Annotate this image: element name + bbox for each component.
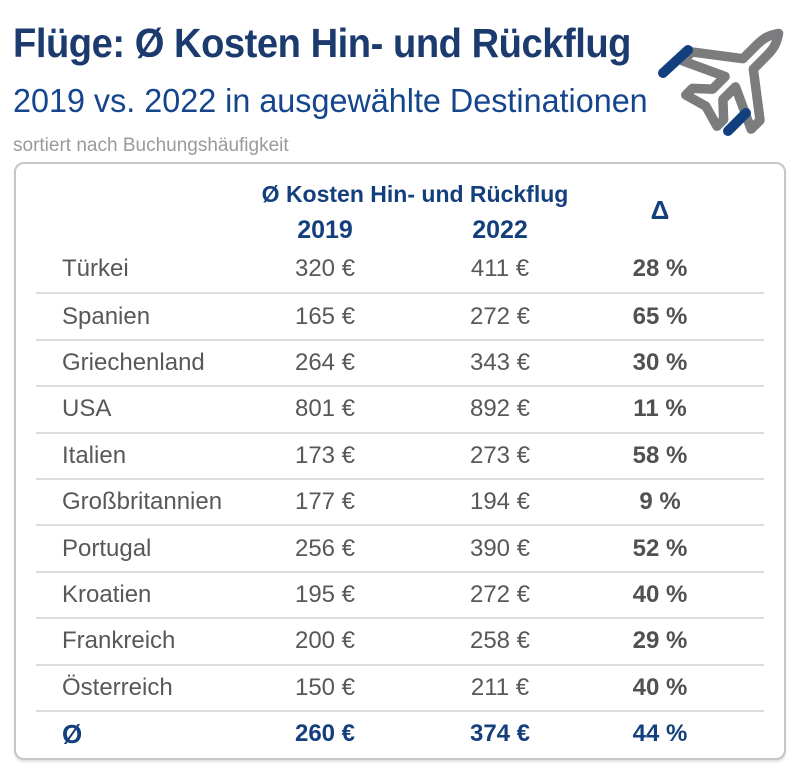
cost-table: Ø Kosten Hin- und Rückflug 2019 2022 Δ T… bbox=[14, 162, 786, 760]
average-row: Ø 260 € 374 € 44 % bbox=[36, 709, 764, 756]
delta-cell: 9 % bbox=[639, 488, 681, 516]
cost-2022-cell: 194 € bbox=[469, 488, 531, 516]
table-row: Italien 173 € 273 € 58 % bbox=[36, 431, 764, 478]
delta-cell: 44 % bbox=[632, 720, 688, 748]
speed-dash-icon bbox=[658, 45, 693, 78]
delta-column-header: Δ bbox=[650, 194, 670, 225]
delta-cell: 58 % bbox=[632, 441, 688, 469]
table-row: Frankreich 200 € 258 € 29 % bbox=[36, 617, 764, 663]
table-row: Österreich 150 € 211 € 40 % bbox=[36, 663, 764, 710]
cost-2022-cell: 272 € bbox=[469, 302, 531, 330]
delta-cell: 11 % bbox=[633, 395, 687, 423]
speed-dash-icon bbox=[723, 108, 751, 136]
destination-cell: Großbritannien bbox=[62, 488, 223, 516]
table-row: Großbritannien 177 € 194 € 9 % bbox=[36, 477, 764, 524]
delta-cell: 30 % bbox=[632, 348, 688, 376]
cost-2022-cell: 411 € bbox=[470, 255, 530, 283]
destination-cell: Griechenland bbox=[62, 348, 205, 376]
cost-2019-cell: 200 € bbox=[294, 627, 356, 655]
delta-cell: 65 % bbox=[632, 302, 688, 330]
delta-cell: 52 % bbox=[632, 534, 688, 562]
delta-cell: 40 % bbox=[632, 673, 688, 701]
cost-2022-cell: 892 € bbox=[469, 395, 531, 423]
table-header: Ø Kosten Hin- und Rückflug 2019 2022 Δ bbox=[36, 164, 764, 246]
cost-2022-cell: 390 € bbox=[469, 534, 531, 562]
cost-2022-cell: 343 € bbox=[469, 348, 531, 376]
cost-2022-cell: 211 € bbox=[470, 673, 530, 701]
destination-cell: Spanien bbox=[62, 302, 151, 330]
cost-2019-cell: 256 € bbox=[294, 534, 356, 562]
page-title: Flüge: Ø Kosten Hin- und Rückflug bbox=[13, 20, 631, 66]
destination-cell: Italien bbox=[62, 441, 127, 469]
cost-2019-cell: 801 € bbox=[294, 395, 356, 423]
destination-cell: Ø bbox=[62, 718, 83, 749]
cost-2019-cell: 173 € bbox=[294, 441, 356, 469]
destination-cell: Portugal bbox=[62, 534, 152, 562]
delta-cell: 29 % bbox=[632, 627, 688, 655]
table-body: Türkei 320 € 411 € 28 % Spanien 165 € 272 € 65 … bbox=[16, 246, 784, 756]
cost-2022-cell: 258 € bbox=[469, 627, 531, 655]
cost-2019-cell: 150 € bbox=[294, 673, 356, 701]
column-header-2022: 2022 bbox=[472, 215, 528, 244]
cost-2019-cell: 320 € bbox=[294, 255, 356, 283]
table-row: Portugal 256 € 390 € 52 % bbox=[36, 524, 764, 570]
cost-2019-cell: 177 € bbox=[294, 488, 356, 516]
column-header-2019: 2019 bbox=[297, 215, 353, 244]
table-row: Kroatien 195 € 272 € 40 % bbox=[36, 570, 764, 617]
destination-cell: USA bbox=[62, 395, 112, 423]
destination-cell: Kroatien bbox=[62, 580, 152, 608]
delta-cell: 40 % bbox=[632, 580, 688, 608]
cost-2019-cell: 260 € bbox=[294, 720, 356, 748]
destination-cell: Frankreich bbox=[62, 627, 176, 655]
sort-note: sortiert nach Buchungshäufigkeit bbox=[13, 135, 289, 157]
column-group-header: Ø Kosten Hin- und Rückflug bbox=[261, 180, 569, 207]
destination-cell: Türkei bbox=[62, 255, 129, 283]
table-row: Griechenland 264 € 343 € 30 % bbox=[36, 338, 764, 385]
page-subtitle: 2019 vs. 2022 in ausgewählte Destination… bbox=[13, 81, 648, 119]
destination-cell: Österreich bbox=[62, 673, 173, 701]
table-row: USA 801 € 892 € 11 % bbox=[36, 385, 764, 431]
cost-2019-cell: 165 € bbox=[294, 302, 356, 330]
table-row: Türkei 320 € 411 € 28 % bbox=[36, 246, 764, 292]
cost-2022-cell: 273 € bbox=[469, 441, 531, 469]
cost-2019-cell: 264 € bbox=[294, 348, 356, 376]
airplane-icon bbox=[625, 5, 800, 155]
cost-2022-cell: 374 € bbox=[469, 720, 531, 748]
header: Flüge: Ø Kosten Hin- und Rückflug 2019 v… bbox=[0, 0, 800, 157]
cost-2019-cell: 195 € bbox=[294, 580, 356, 608]
cost-2022-cell: 272 € bbox=[469, 580, 531, 608]
table-row: Spanien 165 € 272 € 65 % bbox=[36, 292, 764, 338]
delta-cell: 28 % bbox=[632, 255, 688, 283]
